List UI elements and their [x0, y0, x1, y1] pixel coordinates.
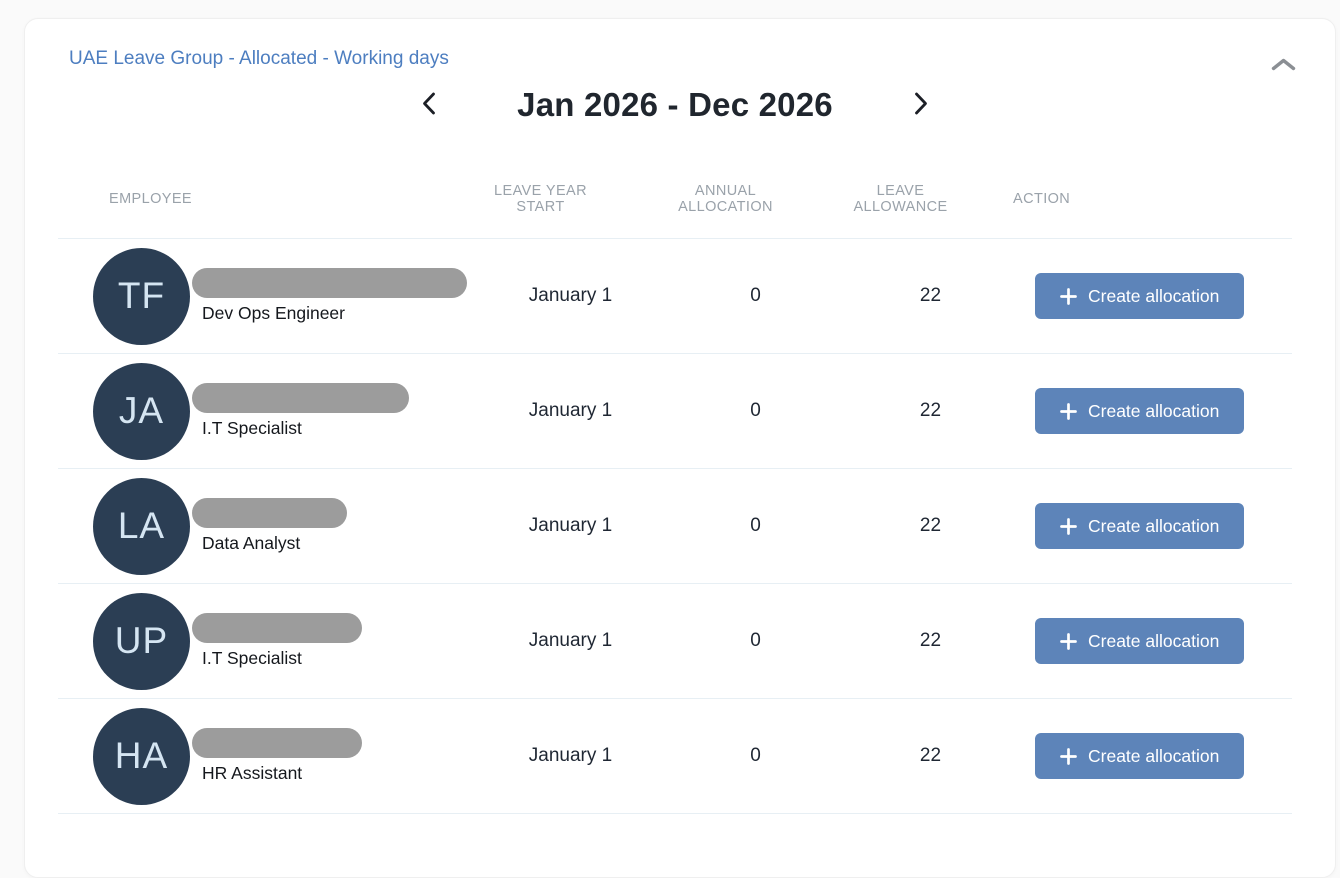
annual-allocation-cell: 0: [750, 630, 761, 651]
action-cell: Create allocation: [1013, 503, 1292, 549]
action-cell: Create allocation: [1013, 388, 1292, 434]
collapse-button[interactable]: [1266, 53, 1301, 79]
avatar-initials: TF: [117, 275, 166, 316]
leave-year-start-cell: January 1: [528, 515, 613, 536]
table-row: LA Data Analyst January 1 0 22 Create al…: [58, 469, 1292, 584]
avatar: HA: [93, 707, 190, 805]
redacted-name: [192, 498, 347, 528]
leave-year-start-cell: January 1: [528, 400, 613, 421]
action-cell: Create allocation: [1013, 733, 1292, 779]
avatar: LA: [93, 477, 190, 575]
annual-allocation-cell: 0: [750, 745, 761, 766]
column-header-leave-year-start: LEAVE YEAR START: [494, 182, 587, 215]
leave-allowance-cell: 22: [919, 400, 942, 421]
employee-cell: TF Dev Ops Engineer: [58, 247, 478, 345]
column-header-annual-allocation: ANNUAL ALLOCATION: [678, 182, 773, 215]
leave-allowance-cell: 22: [919, 630, 942, 651]
create-allocation-button[interactable]: Create allocation: [1035, 618, 1245, 664]
employee-role: Dev Ops Engineer: [202, 303, 345, 323]
redacted-name: [192, 728, 362, 758]
table-row: TF Dev Ops Engineer January 1 0 22 Creat…: [58, 239, 1292, 354]
create-allocation-label: Create allocation: [1088, 285, 1220, 306]
annual-allocation-cell: 0: [750, 400, 761, 421]
employee-role: I.T Specialist: [202, 648, 302, 668]
employee-cell: HA HR Assistant: [58, 707, 478, 805]
leave-group-card: UAE Leave Group - Allocated - Working da…: [24, 18, 1336, 878]
chevron-up-icon: [1270, 58, 1297, 75]
column-header-leave-allowance: LEAVE ALLOWANCE: [853, 182, 948, 215]
plus-icon: [1060, 747, 1077, 765]
redacted-name: [192, 383, 409, 413]
avatar-initials: UP: [114, 620, 169, 661]
table-row: UP I.T Specialist January 1 0 22 Create …: [58, 584, 1292, 699]
chevron-left-icon: [420, 91, 437, 119]
column-header-employee: EMPLOYEE: [109, 190, 192, 207]
redacted-name: [192, 268, 467, 298]
leave-allowance-cell: 22: [919, 515, 942, 536]
avatar-initials: HA: [114, 735, 169, 776]
employee-role: HR Assistant: [202, 763, 303, 783]
avatar-initials: JA: [118, 390, 165, 431]
redacted-name: [192, 613, 362, 643]
prev-period-button[interactable]: [416, 87, 441, 123]
plus-icon: [1060, 287, 1077, 305]
avatar-initials: LA: [117, 505, 166, 546]
table-row: JA I.T Specialist January 1 0 22 Create …: [58, 354, 1292, 469]
annual-allocation-cell: 0: [750, 515, 761, 536]
chevron-right-icon: [913, 91, 930, 119]
avatar: TF: [93, 247, 190, 345]
table-row: HA HR Assistant January 1 0 22 Create al…: [58, 699, 1292, 814]
employee-role: I.T Specialist: [202, 418, 302, 438]
leave-allowance-cell: 22: [919, 285, 942, 306]
create-allocation-button[interactable]: Create allocation: [1035, 733, 1245, 779]
employee-cell: JA I.T Specialist: [58, 362, 478, 460]
leave-allowance-cell: 22: [919, 745, 942, 766]
employee-cell: LA Data Analyst: [58, 477, 478, 575]
leave-year-start-cell: January 1: [528, 630, 613, 651]
create-allocation-button[interactable]: Create allocation: [1035, 273, 1245, 319]
period-label: Jan 2026 - Dec 2026: [517, 86, 833, 123]
employee-cell: UP I.T Specialist: [58, 592, 478, 690]
action-cell: Create allocation: [1013, 618, 1292, 664]
leave-year-start-cell: January 1: [528, 285, 613, 306]
plus-icon: [1060, 517, 1077, 535]
annual-allocation-cell: 0: [750, 285, 761, 306]
table-header: EMPLOYEE LEAVE YEAR START ANNUAL ALLOCAT…: [58, 159, 1292, 239]
period-navigation: Jan 2026 - Dec 2026: [58, 81, 1292, 129]
leave-year-start-cell: January 1: [528, 745, 613, 766]
plus-icon: [1060, 402, 1077, 420]
next-period-button[interactable]: [909, 87, 934, 123]
create-allocation-button[interactable]: Create allocation: [1035, 503, 1245, 549]
employee-role: Data Analyst: [202, 533, 301, 553]
group-title-link[interactable]: UAE Leave Group - Allocated - Working da…: [69, 48, 449, 69]
avatar: JA: [93, 362, 190, 460]
create-allocation-button[interactable]: Create allocation: [1035, 388, 1245, 434]
avatar: UP: [93, 592, 190, 690]
action-cell: Create allocation: [1013, 273, 1292, 319]
column-header-action: ACTION: [1013, 190, 1071, 207]
create-allocation-label: Create allocation: [1088, 400, 1220, 421]
create-allocation-label: Create allocation: [1088, 745, 1220, 766]
plus-icon: [1060, 632, 1077, 650]
create-allocation-label: Create allocation: [1088, 630, 1220, 651]
create-allocation-label: Create allocation: [1088, 515, 1220, 536]
